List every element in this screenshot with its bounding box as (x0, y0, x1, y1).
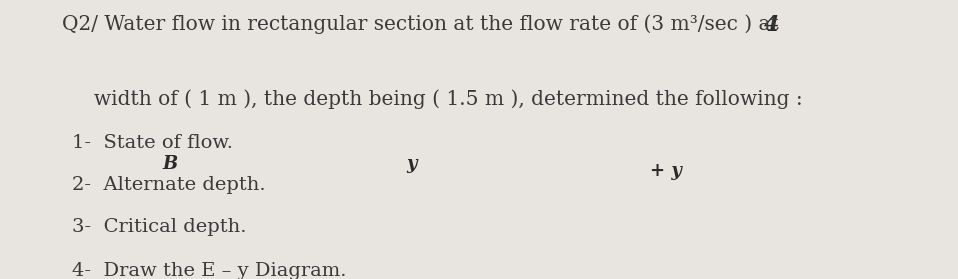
Text: 4-  Draw the E – y Diagram.: 4- Draw the E – y Diagram. (72, 262, 347, 279)
Text: 3-  Critical depth.: 3- Critical depth. (72, 218, 246, 236)
Text: 2-  Alternate depth.: 2- Alternate depth. (72, 176, 265, 194)
Text: 4: 4 (764, 14, 779, 36)
Text: B: B (163, 155, 178, 173)
Text: width of ( 1 m ), the depth being ( 1.5 m ), determined the following :: width of ( 1 m ), the depth being ( 1.5 … (62, 89, 803, 109)
Text: y: y (407, 155, 417, 173)
Text: + y: + y (650, 162, 682, 180)
Text: Q2/ Water flow in rectangular section at the flow rate of (3 m³/sec ) at: Q2/ Water flow in rectangular section at… (62, 14, 779, 33)
Text: 1-  State of flow.: 1- State of flow. (72, 134, 233, 152)
